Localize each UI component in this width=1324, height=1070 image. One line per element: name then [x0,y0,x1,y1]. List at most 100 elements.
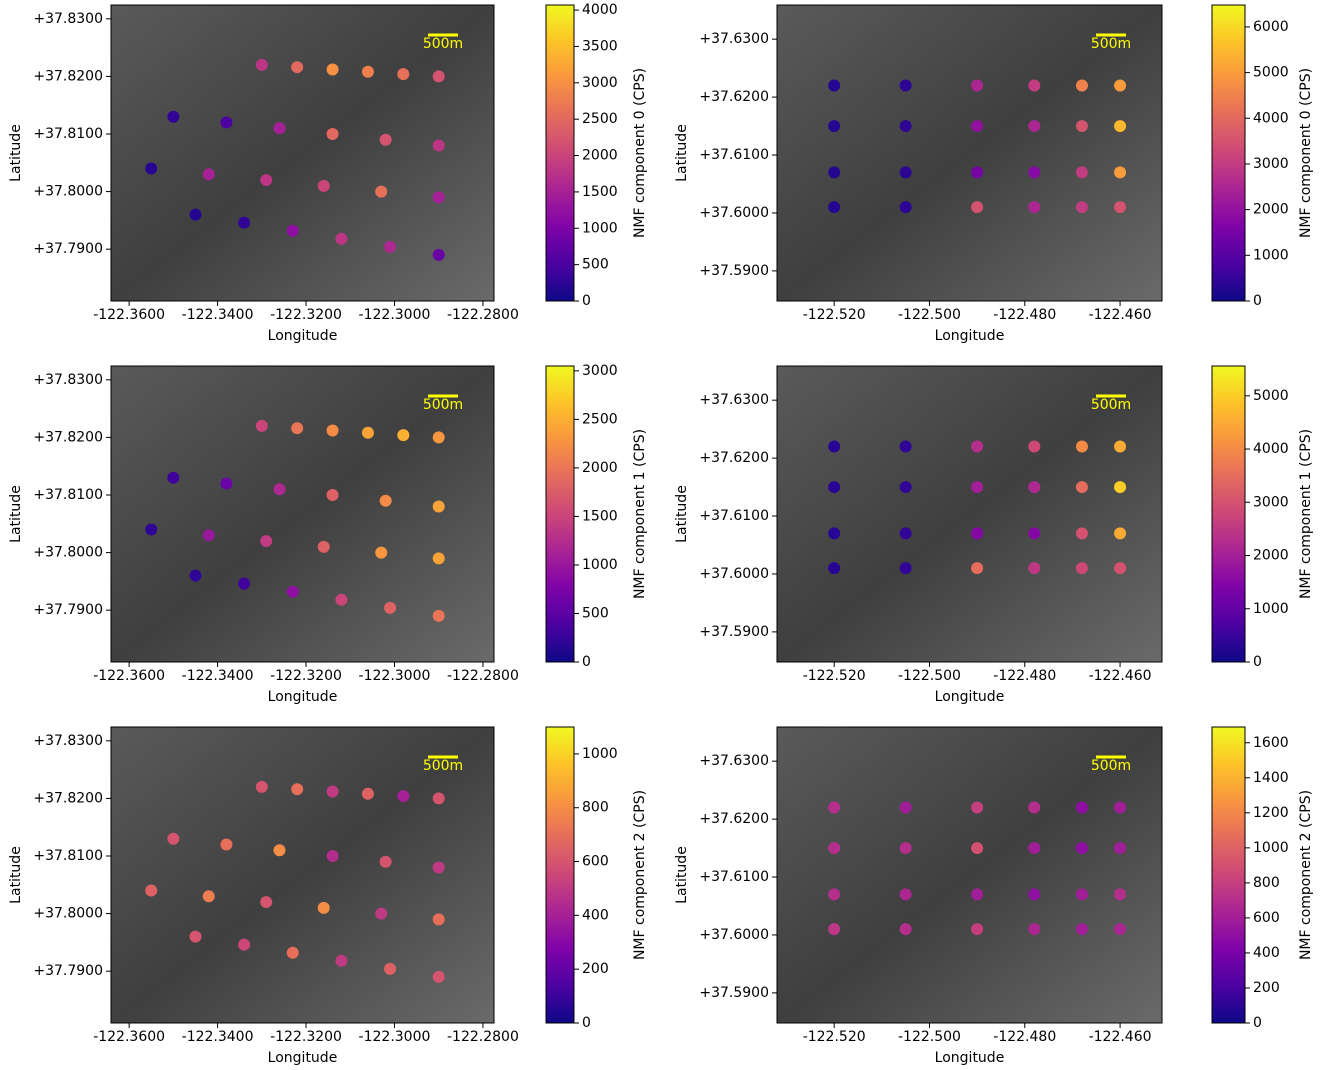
y-tick-label: +37.8100 [33,487,103,503]
track-point [145,884,158,897]
x-tick-label: -122.500 [898,668,961,684]
track-point [1114,440,1127,453]
track-point [291,422,304,435]
track-point [1028,888,1041,901]
track-point [238,577,251,590]
track-point [1075,801,1088,814]
track-point [326,849,339,862]
x-tick-label: -122.460 [1089,307,1152,323]
colorbar-tick-label: 1000 [1253,601,1289,617]
track-point [397,429,410,442]
track-point [379,855,392,868]
colorbar-tick-label: 1000 [1253,247,1289,263]
colorbar-tick-label: 0 [582,654,591,670]
track-point [828,923,841,936]
track-point [1028,842,1041,855]
track-point [375,185,388,198]
track-point [1028,120,1041,133]
colorbar-tick-label: 5000 [1253,388,1289,404]
x-tick-label: -122.3400 [182,668,254,684]
colorbar-tick-label: 1200 [1253,805,1289,821]
track-point [361,65,374,78]
track-point [899,801,912,814]
x-tick-label: -122.3200 [270,1029,342,1045]
x-tick-label: -122.520 [803,668,866,684]
map-background [111,366,494,662]
colorbar-tick-label: 1600 [1253,735,1289,751]
track-point [220,838,233,851]
track-point [317,179,330,192]
y-tick-label: +37.6000 [699,927,769,943]
scale-label: 500m [423,758,463,774]
colorbar-tick-label: 200 [1253,980,1280,996]
track-point [273,844,286,857]
colorbar-tick-label: 600 [1253,910,1280,926]
panel: 500m -122.3600 -122.3400 -122.3200 -122.3000… [8,363,648,705]
track-point [1114,481,1127,494]
y-tick-label: +37.6200 [699,450,769,466]
track-point [432,970,445,983]
track-point [145,162,158,175]
track-point [379,494,392,507]
track-point [971,842,984,855]
scale-label: 500m [423,397,463,413]
track-point [255,419,268,432]
track-point [189,930,202,943]
y-tick-label: +37.8000 [33,906,103,922]
colorbar [545,4,575,302]
x-tick-label: -122.2800 [447,668,519,684]
colorbar-tick-label: 2000 [582,460,618,476]
track-point [1075,120,1088,133]
track-point [326,127,339,140]
track-point [432,70,445,83]
colorbar [1211,4,1246,302]
track-point [1075,79,1088,92]
scale-label: 500m [1091,397,1131,413]
track-point [1028,923,1041,936]
track-point [286,224,299,237]
track-point [260,174,273,187]
track-point [291,783,304,796]
track-point [379,133,392,146]
colorbar-tick-label: 0 [582,293,591,309]
track-point [202,890,215,903]
x-tick-label: -122.3000 [359,668,431,684]
colorbar-tick-label: 1500 [582,508,618,524]
x-tick-label: -122.2800 [447,1029,519,1045]
colorbar-label: NMF component 1 (CPS) [632,429,648,599]
track-point [1028,166,1041,179]
track-point [317,540,330,553]
track-point [828,801,841,814]
x-tick-label: -122.3000 [359,1029,431,1045]
y-tick-label: +37.5900 [699,985,769,1001]
colorbar [545,365,575,663]
track-point [335,593,348,606]
track-point [828,527,841,540]
colorbar-tick-label: 3000 [582,363,618,379]
plot-frame [110,365,495,663]
track-point [1114,79,1127,92]
track-point [286,585,299,598]
x-axis-label: Longitude [935,328,1005,344]
y-tick-label: +37.7900 [33,963,103,979]
track-point [828,166,841,179]
track-point [971,201,984,214]
y-tick-label: +37.6100 [699,147,769,163]
track-point [432,913,445,926]
colorbar-tick-label: 2000 [582,148,618,164]
y-tick-label: +37.6200 [699,811,769,827]
track-point [971,481,984,494]
y-axis-label: Latitude [674,124,690,182]
y-axis-label: Latitude [8,846,24,904]
track-point [432,609,445,622]
track-point [189,208,202,221]
track-point [397,790,410,803]
colorbar-tick-label: 0 [1253,293,1262,309]
track-point [1075,562,1088,575]
track-point [273,122,286,135]
track-point [220,477,233,490]
track-point [326,63,339,76]
track-point [167,110,180,123]
y-tick-label: +37.8100 [33,848,103,864]
track-point [326,488,339,501]
